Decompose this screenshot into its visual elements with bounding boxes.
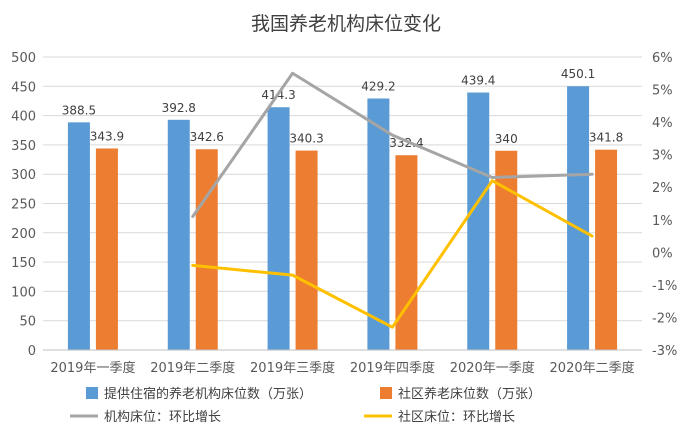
bar-data-label: 332.4 (389, 136, 423, 150)
lines (191, 71, 594, 329)
y-right-tick-label: 5% (652, 84, 673, 99)
legend-label: 社区养老床位数（万张） (398, 386, 541, 402)
bar-institution (567, 86, 590, 351)
bar-community (395, 155, 418, 350)
bar-institution (467, 92, 490, 350)
bars (67, 86, 618, 351)
y-left-tick-label: 350 (11, 139, 36, 154)
y-left-tick-label: 400 (11, 110, 36, 125)
bar-data-label: 341.8 (589, 131, 623, 145)
bar-community (295, 150, 318, 350)
bar-data-label: 342.6 (190, 130, 224, 144)
y-left-tick-label: 300 (11, 168, 36, 183)
gridlines (43, 56, 642, 322)
y-right-tick-label: 6% (652, 51, 673, 66)
y-left-tick-label: 50 (19, 315, 36, 330)
bar-data-label: 388.5 (62, 103, 96, 117)
y-left-tick-label: 100 (11, 285, 36, 300)
bar-data-label: 450.1 (561, 67, 595, 81)
x-tick-label: 2019年二季度 (150, 360, 235, 376)
line-community-growth (191, 179, 594, 329)
legend-label: 机构床位：环比增长 (104, 410, 221, 425)
x-axis: 2019年一季度 2019年二季度 2019年三季度 2019年四季度 2020年一季度… (43, 349, 642, 376)
bar-institution (367, 98, 390, 350)
bar-data-label: 392.8 (162, 101, 196, 115)
bar-institution (267, 107, 290, 350)
legend-label: 社区床位：环比增长 (398, 409, 515, 425)
y-right-tick-label: 4% (652, 116, 673, 131)
bar-data-label: 429.2 (361, 79, 395, 93)
y-right-tick-label: -1% (652, 279, 677, 294)
y-right-tick-label: -3% (652, 344, 677, 359)
x-tick-label: 2020年一季度 (450, 360, 535, 376)
bar-data-label: 340 (495, 132, 518, 146)
bar-community (95, 148, 118, 350)
x-tick-label: 2019年一季度 (50, 360, 135, 376)
chart-title: 我国养老机构床位变化 (251, 13, 441, 35)
legend-swatch (86, 387, 98, 399)
y-right-tick-label: -2% (652, 311, 677, 326)
y-left-tick-label: 200 (11, 227, 36, 242)
bar-data-label: 343.9 (90, 129, 124, 143)
legend-swatch (380, 387, 392, 399)
bar-community (195, 149, 218, 350)
y-left-tick-label: 250 (11, 198, 36, 213)
y-right-tick-label: 2% (652, 181, 673, 196)
y-right-tick-label: 1% (652, 214, 673, 229)
y-left-tick-label: 500 (11, 51, 36, 66)
bar-institution (67, 122, 90, 351)
bar-community (495, 150, 518, 350)
bar-data-label: 340.3 (289, 132, 323, 146)
x-tick-label: 2020年二季度 (550, 360, 635, 376)
legend: 提供住宿的养老机构床位数（万张） 社区养老床位数（万张） 机构床位：环比增长 社区床位… (70, 386, 541, 425)
y-axis-right: -3% -2% -1% 0% 1% 2% 3% 4% 5% 6% (652, 51, 677, 359)
bar-community (595, 149, 618, 350)
y-left-tick-label: 0 (28, 344, 36, 359)
y-axis-left: 0 50 100 150 200 250 300 350 400 450 500 (11, 51, 36, 359)
y-left-tick-label: 150 (11, 256, 36, 271)
legend-label: 提供住宿的养老机构床位数（万张） (104, 386, 312, 402)
bar-data-label: 439.4 (461, 74, 495, 88)
y-right-tick-label: 0% (652, 246, 673, 261)
y-left-tick-label: 450 (11, 80, 36, 95)
bar-institution (167, 119, 190, 350)
x-tick-label: 2019年三季度 (250, 360, 335, 376)
line-institution-growth (191, 71, 594, 219)
y-right-tick-label: 3% (652, 149, 673, 164)
x-tick-label: 2019年四季度 (350, 360, 435, 376)
